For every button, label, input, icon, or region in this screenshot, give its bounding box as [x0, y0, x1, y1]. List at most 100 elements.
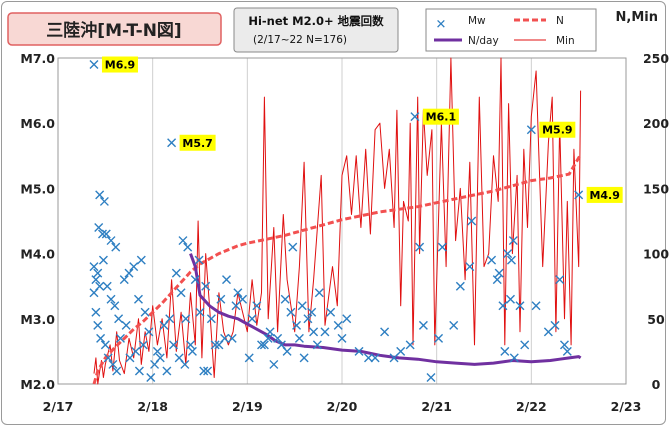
mw-point-stroke: [410, 112, 420, 122]
mw-point: [259, 340, 269, 350]
mw-point: [415, 242, 425, 252]
mw-point-stroke: [97, 229, 107, 239]
mw-point: [95, 190, 105, 200]
mw-point: [112, 366, 122, 376]
mw-point: [333, 320, 343, 330]
mw-point-stroke: [263, 333, 273, 343]
mw-point: [91, 275, 101, 285]
mw-point: [508, 236, 518, 246]
mw-point-stroke: [138, 340, 148, 350]
mw-point-stroke: [574, 190, 584, 200]
annotation-layer: M6.9 M5.7 M6.1 M5.9 M4.9: [101, 56, 623, 203]
mw-point: [162, 366, 172, 376]
legend-n-label: N: [556, 15, 564, 27]
mw-point-stroke: [333, 320, 343, 330]
mw-point: [165, 314, 175, 324]
mw-point: [195, 307, 205, 317]
y-left-tick-label: M7.0: [20, 51, 55, 66]
mw-point-stroke: [91, 275, 101, 285]
mw-point: [167, 138, 177, 148]
nday-line: [189, 253, 582, 366]
mw-point: [273, 333, 283, 343]
y-left-tick-label: M6.0: [20, 116, 55, 131]
mw-point: [133, 294, 143, 304]
mw-point: [89, 288, 99, 298]
mw-point-stroke: [492, 275, 502, 285]
mw-point-stroke: [171, 268, 181, 278]
mw-point: [89, 60, 99, 70]
right-axis-label: N,Min: [616, 10, 658, 25]
mw-point-stroke: [506, 294, 516, 304]
mw-point: [124, 268, 134, 278]
mw-point-stroke: [106, 294, 116, 304]
mw-point: [437, 242, 447, 252]
mw-point: [220, 333, 230, 343]
mw-point: [286, 307, 296, 317]
mw-point: [98, 255, 108, 265]
mw-point: [183, 242, 193, 252]
mw-point-stroke: [89, 262, 99, 272]
mw-point-stroke: [434, 333, 444, 343]
mw-point: [178, 236, 188, 246]
x-tick-label: 2/22: [516, 399, 547, 414]
mw-point: [101, 229, 111, 239]
x-tick-label: 2/20: [327, 399, 358, 414]
mw-point: [280, 294, 290, 304]
legend-mw-marker: ✕: [436, 18, 447, 33]
mw-point: [303, 314, 313, 324]
mw-point-stroke: [320, 327, 330, 337]
legend-min-label: Min: [556, 35, 575, 47]
mw-point: [307, 307, 317, 317]
mw-point-stroke: [487, 255, 497, 265]
mw-point: [233, 288, 243, 298]
mw-point: [136, 255, 146, 265]
mw-point: [574, 190, 584, 200]
mw-point-stroke: [190, 275, 200, 285]
mw-point: [155, 353, 165, 363]
mw-point: [203, 366, 213, 376]
mw-point: [100, 340, 110, 350]
mw-point: [380, 327, 390, 337]
mw-point-stroke: [124, 268, 134, 278]
mw-point-stroke: [503, 249, 513, 259]
mw-point: [231, 301, 241, 311]
mw-point-stroke: [418, 320, 428, 330]
mw-point-stroke: [520, 340, 530, 350]
mw-point: [244, 353, 254, 363]
mw-point-stroke: [129, 262, 139, 272]
mw-point-stroke: [103, 353, 113, 363]
mw-point-stroke: [133, 294, 143, 304]
mw-point-stroke: [134, 366, 144, 376]
mw-point-stroke: [187, 346, 197, 356]
mw-point: [405, 340, 415, 350]
mw-point: [181, 314, 191, 324]
mw-point: [364, 353, 374, 363]
mw-point: [216, 294, 226, 304]
mw-point: [467, 216, 477, 226]
mw-point-stroke: [309, 327, 319, 337]
mw-point-stroke: [216, 294, 226, 304]
mw-point-stroke: [294, 333, 304, 343]
mw-point: [506, 294, 516, 304]
x-tick-label: 2/18: [137, 399, 168, 414]
x-tick-label: 2/17: [43, 399, 74, 414]
mw-point-stroke: [405, 340, 415, 350]
mw-point-stroke: [98, 255, 108, 265]
mw-point-stroke: [252, 301, 262, 311]
mw-point-stroke: [176, 288, 186, 298]
mw-point-stroke: [288, 242, 298, 252]
mw-point-stroke: [168, 340, 178, 350]
mw-point-stroke: [144, 327, 154, 337]
mw-point: [492, 275, 502, 285]
mw-point: [337, 333, 347, 343]
mw-point-stroke: [152, 346, 162, 356]
mw-point-stroke: [114, 314, 124, 324]
mw-point: [288, 242, 298, 252]
mw-point: [144, 327, 154, 337]
mw-point-stroke: [265, 327, 275, 337]
mw-point-stroke: [550, 320, 560, 330]
mw-point: [312, 340, 322, 350]
mw-point-stroke: [222, 275, 232, 285]
mw-point-stroke: [233, 288, 243, 298]
